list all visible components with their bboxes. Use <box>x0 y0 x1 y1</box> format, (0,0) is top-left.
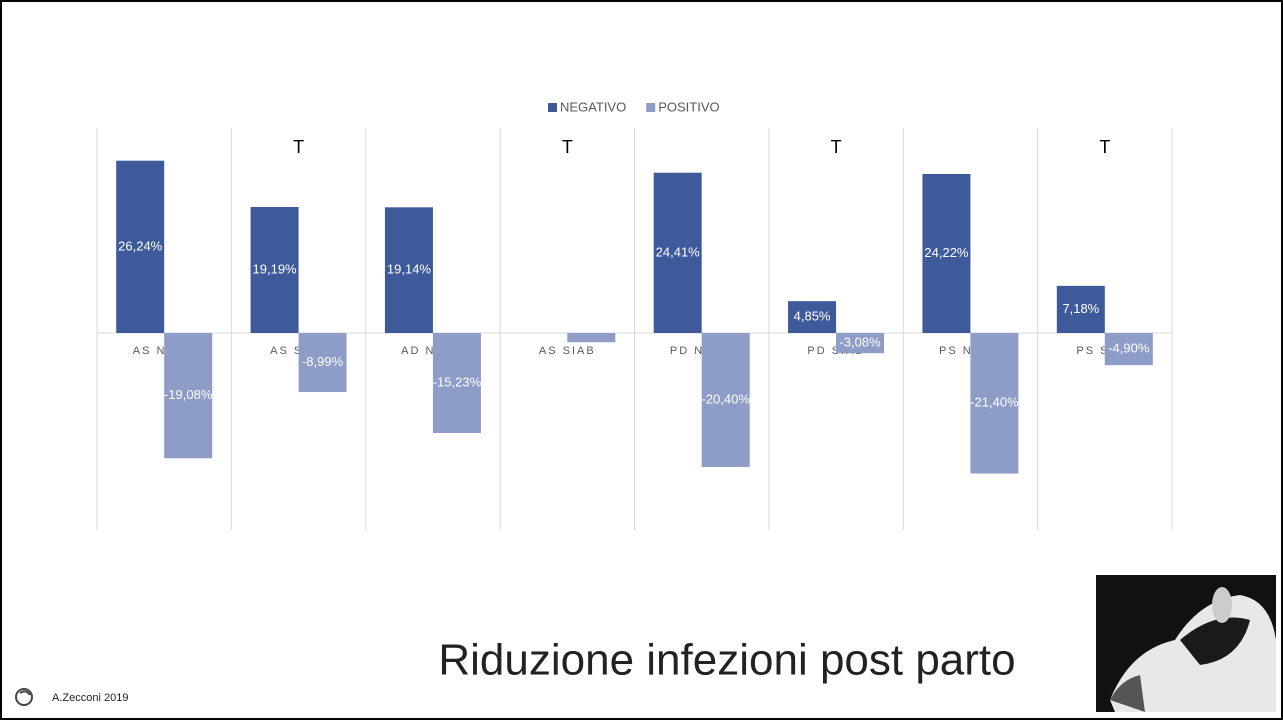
bar <box>653 172 702 333</box>
value-label: -15,23% <box>433 374 482 389</box>
top-label: T <box>831 137 842 157</box>
value-label: 24,22% <box>924 245 969 260</box>
bar <box>1104 333 1153 366</box>
value-label: 26,24% <box>118 238 163 253</box>
value-label: -20,40% <box>701 391 750 406</box>
legend-swatch <box>548 103 557 112</box>
top-label: T <box>293 137 304 157</box>
legend-label: POSITIVO <box>658 99 719 114</box>
top-label: T <box>562 137 573 157</box>
bar <box>701 333 750 467</box>
logo <box>15 688 33 706</box>
value-label: 7,18% <box>1062 301 1099 316</box>
bar <box>250 206 299 333</box>
slide-title: Riduzione infezioni post parto <box>438 636 1015 685</box>
value-label: -8,99% <box>302 354 344 369</box>
footer: A.Zecconi 2019 <box>52 692 128 704</box>
legend-swatch <box>646 103 656 112</box>
bar <box>1056 285 1105 333</box>
bar <box>922 173 971 333</box>
legend-label: NEGATIVO <box>560 99 626 114</box>
x-tick-label: AS SIAB <box>539 345 596 357</box>
cow-image <box>1096 575 1276 712</box>
value-label: -4,90% <box>1108 341 1150 356</box>
value-label: 19,19% <box>253 261 298 276</box>
bar <box>298 333 347 393</box>
bar <box>788 301 837 333</box>
bar <box>567 333 616 343</box>
value-label: -3,08% <box>839 335 881 350</box>
bar <box>384 207 433 333</box>
bar <box>116 160 165 333</box>
value-label: 19,14% <box>387 262 432 277</box>
value-label: -21,40% <box>970 395 1019 410</box>
value-label: 24,41% <box>656 244 701 259</box>
bar <box>432 333 481 434</box>
value-label: -19,08% <box>164 387 213 402</box>
value-label: 4,85% <box>794 309 831 324</box>
bar <box>970 333 1019 474</box>
top-label: T <box>1099 137 1110 157</box>
bar <box>836 333 885 354</box>
bar <box>164 333 213 459</box>
